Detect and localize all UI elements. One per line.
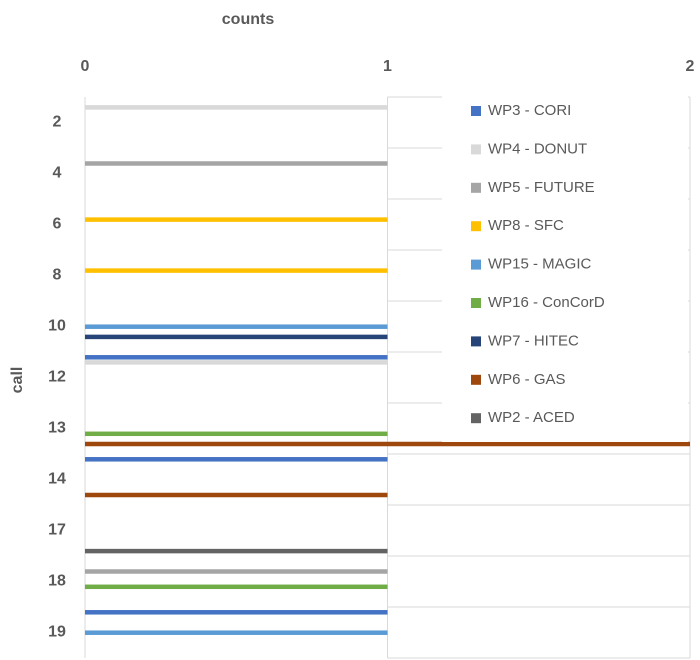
bar — [85, 324, 388, 329]
legend-label: WP7 - HITEC — [488, 332, 579, 349]
y-tick-label: 6 — [53, 216, 62, 233]
legend-swatch — [471, 336, 481, 347]
y-tick-label: 14 — [48, 471, 66, 488]
bar — [85, 360, 388, 365]
bar — [85, 584, 388, 590]
bars — [85, 105, 690, 635]
y-tick-label: 19 — [48, 624, 66, 641]
x-axis-title: counts — [222, 11, 275, 28]
x-tick-label: 1 — [383, 58, 392, 75]
bar — [85, 610, 388, 615]
y-tick-label: 18 — [48, 573, 66, 590]
y-tick-label: 13 — [48, 420, 66, 437]
y-tick-label: 10 — [48, 318, 66, 335]
bar — [85, 630, 388, 635]
bar — [85, 355, 388, 360]
y-tick-label: 4 — [53, 165, 62, 182]
bar — [85, 268, 388, 273]
legend-label: WP6 - GAS — [488, 371, 566, 388]
bar — [85, 441, 690, 447]
legend-swatch — [471, 259, 481, 270]
bar — [85, 431, 388, 437]
bar — [85, 569, 388, 574]
legend-label: WP3 - CORI — [488, 102, 571, 119]
legend-swatch — [471, 106, 481, 116]
bar — [85, 105, 388, 110]
legend-box — [442, 92, 688, 442]
legend-swatch — [471, 374, 481, 385]
x-tick-label: 0 — [81, 58, 90, 75]
y-tick-label: 17 — [48, 522, 66, 539]
bar — [85, 457, 388, 462]
legend-label: WP16 - ConCorD — [488, 294, 605, 311]
legend-swatch — [471, 413, 481, 424]
x-tick-label: 2 — [686, 58, 695, 75]
bar — [85, 492, 388, 498]
bar — [85, 217, 388, 222]
legend-swatch — [471, 298, 481, 308]
bar — [85, 161, 388, 166]
legend-swatch — [471, 182, 481, 193]
legend-label: WP4 - DONUT — [488, 140, 587, 157]
legend-swatch — [471, 144, 481, 155]
legend-label: WP8 - SFC — [488, 217, 564, 234]
y-tick-label: 8 — [53, 267, 62, 284]
legend-label: WP5 - FUTURE — [488, 179, 595, 196]
legend-label: WP2 - ACED — [488, 409, 575, 426]
y-tick-label: 12 — [48, 369, 66, 386]
legend-swatch — [471, 221, 481, 232]
bar — [85, 334, 388, 340]
bar — [85, 548, 388, 554]
legend: WP3 - CORI WP4 - DONUT WP5 - FUTURE WP8 - S… — [442, 92, 688, 442]
y-axis-title: call — [9, 367, 26, 394]
y-tick-label: 2 — [53, 114, 62, 131]
legend-label: WP15 - MAGIC — [488, 256, 592, 273]
